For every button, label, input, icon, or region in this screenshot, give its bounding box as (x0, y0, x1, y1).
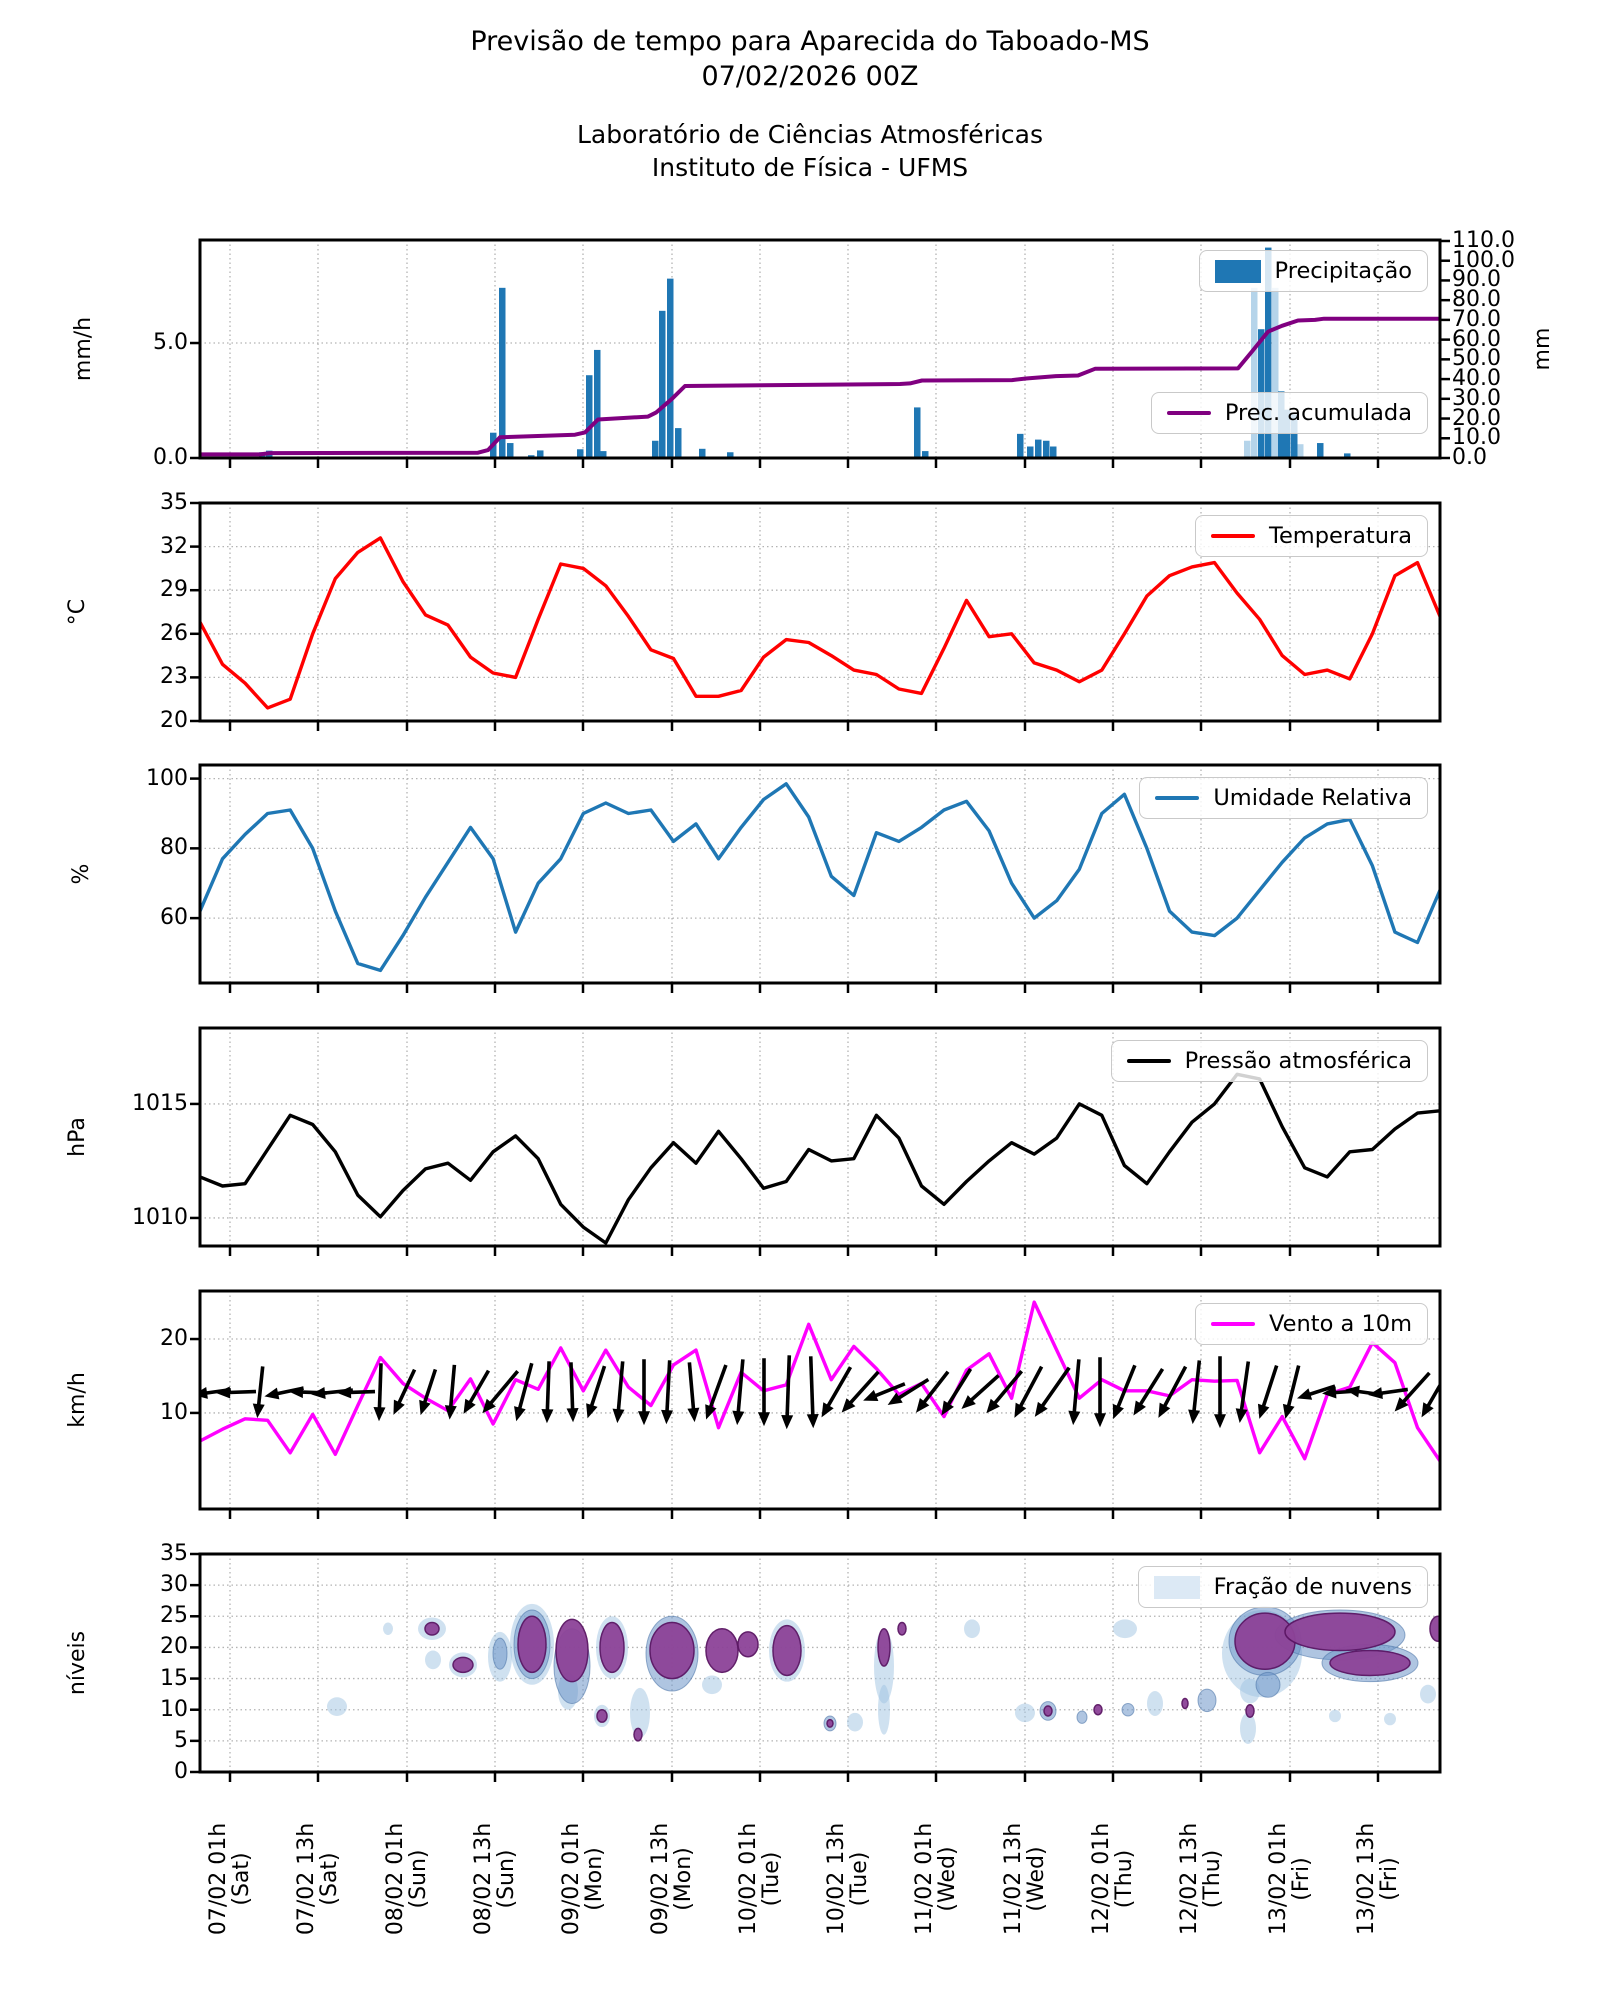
axis-label-pressure: hPa (65, 1117, 90, 1157)
y-tick-label: 35 (160, 1541, 188, 1566)
y-tick-label: 20 (160, 1634, 188, 1660)
x-tick-label: 08/02 01h (Sun) (383, 1822, 431, 1936)
y-tick-label: 20 (160, 1326, 188, 1352)
y-tick-label: 30 (160, 1572, 188, 1598)
subtitle-lab: Laboratório de Ciências Atmosféricas (576, 120, 1043, 149)
y-tick-label-right: 80.0 (1452, 287, 1501, 313)
y-tick-label-right: 60.0 (1452, 326, 1501, 352)
legend-pressure: Pressão atmosférica (1110, 1040, 1428, 1082)
legend-humidity: Umidade Relativa (1139, 777, 1428, 819)
y-tick-label: 25 (160, 1603, 188, 1629)
x-tick-label: 12/02 01h (Thu) (1089, 1822, 1137, 1936)
y-tick-label: 29 (160, 577, 188, 603)
y-tick-label-right: 10.0 (1452, 425, 1501, 451)
x-tick-label: 11/02 01h (Wed) (912, 1822, 960, 1936)
y-tick-label: 35 (160, 490, 188, 515)
axis-label-humidity: % (69, 863, 94, 885)
y-tick-label-right: 50.0 (1452, 346, 1501, 372)
legend-clouds: Fração de nuvens (1137, 1566, 1428, 1608)
y-tick-label: 10 (160, 1399, 188, 1425)
legend-precipitation: Precipitação (1198, 250, 1428, 292)
y-tick-label: 10 (160, 1696, 188, 1722)
legend-label: Umidade Relativa (1213, 785, 1412, 811)
y-tick-label: 0 (174, 1759, 188, 1784)
y-tick-label: 100 (146, 765, 188, 791)
subtitle-inst: Instituto de Física - UFMS (651, 153, 969, 182)
axis-label-wind: km/h (65, 1372, 90, 1428)
legend-temperature: Temperatura (1195, 515, 1428, 557)
y-tick-label: 1010 (132, 1204, 188, 1230)
x-tick-label: 07/02 13h (Sat) (294, 1822, 342, 1936)
y-tick-label: 5.0 (153, 330, 188, 356)
legend-swatch-patch (1214, 259, 1261, 283)
y-tick-label: 20 (160, 708, 188, 733)
legend-label: Precipitação (1274, 258, 1412, 284)
legend-wind: Vento a 10m (1195, 1303, 1428, 1345)
y-tick-label-right: 70.0 (1452, 306, 1501, 332)
y-tick-label: 80 (160, 835, 188, 861)
y-tick-label: 32 (160, 533, 188, 559)
y-tick-label-right: 30.0 (1452, 385, 1501, 411)
legend-swatch-patch (1153, 1575, 1200, 1599)
x-tick-label: 12/02 13h (Thu) (1177, 1822, 1225, 1936)
legend-label: Pressão atmosférica (1184, 1048, 1412, 1074)
y-tick-label: 26 (160, 620, 188, 646)
page-title-date: 07/02/2026 00Z (701, 61, 919, 92)
page-title: Previsão de tempo para Aparecida do Tabo… (470, 26, 1150, 57)
x-tick-label: 09/02 13h (Mon) (648, 1822, 696, 1936)
axis-label-clouds: níveis (65, 1630, 90, 1696)
legend-swatch-line (1166, 410, 1211, 416)
legend-label: Prec. acumulada (1224, 400, 1412, 426)
x-tick-label: 11/02 13h (Wed) (1001, 1822, 1049, 1936)
y-tick-label-right: 90.0 (1452, 267, 1501, 293)
x-tick-label: 08/02 13h (Sun) (471, 1822, 519, 1936)
legend-precipitation: Prec. acumulada (1150, 392, 1428, 434)
x-tick-label: 10/02 01h (Tue) (736, 1822, 784, 1936)
axis-label-right: mm (1530, 327, 1555, 371)
y-tick-label-right: 20.0 (1452, 405, 1501, 431)
y-tick-label: 23 (160, 664, 188, 690)
axis-label-precipitation: mm/h (71, 316, 96, 382)
legend-swatch-line (1126, 1058, 1171, 1064)
x-tick-label: 10/02 13h (Tue) (824, 1822, 872, 1936)
y-tick-label: 15 (160, 1665, 188, 1691)
legend-swatch-line (1211, 1321, 1256, 1327)
y-tick-label: 1015 (132, 1090, 188, 1116)
y-tick-label: 0.0 (153, 445, 188, 470)
legend-swatch-line (1211, 533, 1256, 539)
y-tick-label-right: 110.0 (1452, 227, 1515, 253)
y-tick-label: 5 (174, 1727, 188, 1753)
x-tick-label: 13/02 01h (Fri) (1266, 1822, 1314, 1936)
y-tick-label-right: 100.0 (1452, 247, 1515, 273)
x-tick-label: 09/02 01h (Mon) (559, 1822, 607, 1936)
y-tick-label-right: 40.0 (1452, 366, 1501, 392)
legend-label: Vento a 10m (1269, 1311, 1412, 1337)
y-tick-label-right: 0.0 (1452, 445, 1487, 470)
y-tick-label: 60 (160, 905, 188, 931)
x-tick-label: 13/02 13h (Fri) (1354, 1822, 1402, 1936)
axis-label-temperature: °C (65, 598, 90, 626)
legend-label: Fração de nuvens (1213, 1574, 1412, 1600)
legend-label: Temperatura (1269, 523, 1412, 549)
legend-swatch-line (1155, 795, 1200, 801)
x-tick-label: 07/02 01h (Sat) (206, 1822, 254, 1936)
